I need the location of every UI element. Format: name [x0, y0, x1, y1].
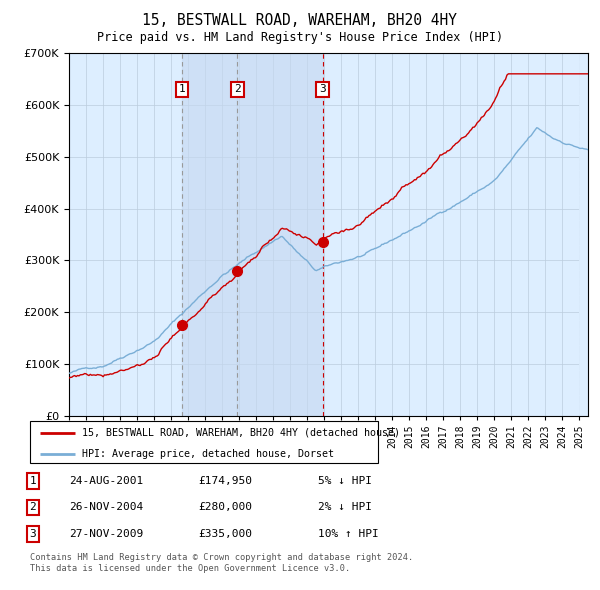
Bar: [580, 53, 588, 416]
Text: 2: 2: [29, 503, 37, 512]
Text: 10% ↑ HPI: 10% ↑ HPI: [318, 529, 379, 539]
Bar: [182, 53, 238, 416]
Text: 3: 3: [29, 529, 37, 539]
Text: £335,000: £335,000: [198, 529, 252, 539]
Text: This data is licensed under the Open Government Licence v3.0.: This data is licensed under the Open Gov…: [30, 565, 350, 573]
Text: HPI: Average price, detached house, Dorset: HPI: Average price, detached house, Dors…: [82, 449, 334, 459]
Bar: [238, 53, 323, 416]
FancyBboxPatch shape: [30, 421, 378, 463]
Text: 5% ↓ HPI: 5% ↓ HPI: [318, 476, 372, 486]
Text: 2% ↓ HPI: 2% ↓ HPI: [318, 503, 372, 512]
Text: Price paid vs. HM Land Registry's House Price Index (HPI): Price paid vs. HM Land Registry's House …: [97, 31, 503, 44]
Text: 1: 1: [29, 476, 37, 486]
Text: Contains HM Land Registry data © Crown copyright and database right 2024.: Contains HM Land Registry data © Crown c…: [30, 553, 413, 562]
Text: 24-AUG-2001: 24-AUG-2001: [69, 476, 143, 486]
Text: 15, BESTWALL ROAD, WAREHAM, BH20 4HY (detached house): 15, BESTWALL ROAD, WAREHAM, BH20 4HY (de…: [82, 428, 400, 438]
Text: 3: 3: [319, 84, 326, 94]
Text: 1: 1: [179, 84, 185, 94]
Text: £174,950: £174,950: [198, 476, 252, 486]
Text: 15, BESTWALL ROAD, WAREHAM, BH20 4HY: 15, BESTWALL ROAD, WAREHAM, BH20 4HY: [143, 13, 458, 28]
Text: 27-NOV-2009: 27-NOV-2009: [69, 529, 143, 539]
Text: £280,000: £280,000: [198, 503, 252, 512]
Text: 2: 2: [234, 84, 241, 94]
Text: 26-NOV-2004: 26-NOV-2004: [69, 503, 143, 512]
